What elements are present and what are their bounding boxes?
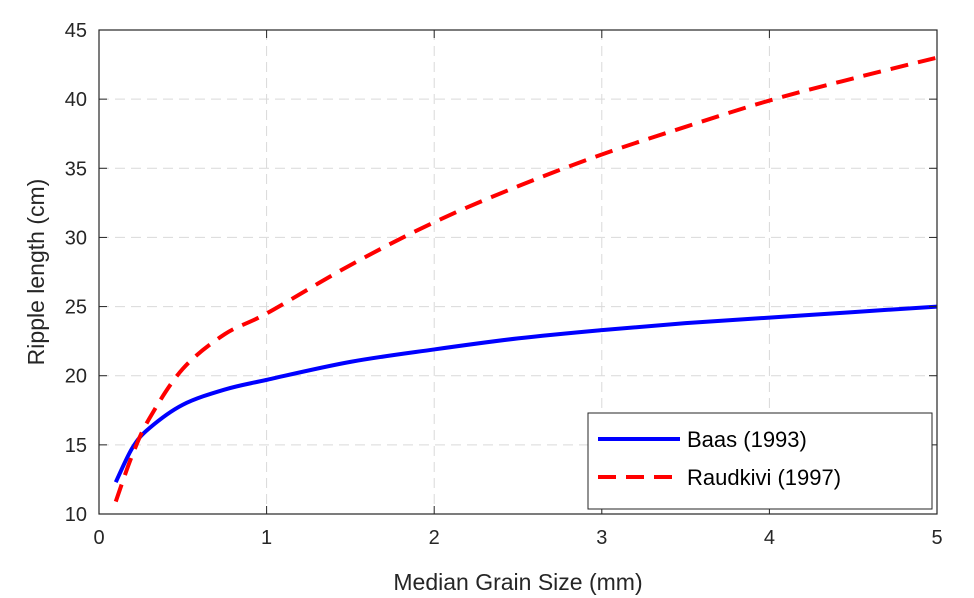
plot-frame (98, 29, 938, 515)
y-tick-label: 45 (65, 20, 87, 42)
series-line-raudkivi (113, 55, 938, 503)
y-tick-label: 35 (65, 158, 87, 180)
x-tick-label: 2 (429, 527, 440, 549)
x-tick-label: 5 (931, 527, 942, 549)
y-axis-label: Ripple length (cm) (23, 179, 49, 366)
y-tick-label: 40 (65, 89, 87, 111)
y-tick-label: 25 (65, 297, 87, 319)
legend: Baas (1993) Raudkivi (1997) (587, 412, 933, 510)
y-tick-label: 30 (65, 227, 87, 249)
x-tick-label: 1 (261, 527, 272, 549)
y-tick-label: 15 (65, 435, 87, 457)
legend-box (587, 412, 933, 510)
legend-label-raudkivi: Raudkivi (1997) (687, 465, 841, 490)
y-tick-label: 20 (65, 366, 87, 388)
x-tick-label: 0 (93, 527, 104, 549)
legend-label-baas: Baas (1993) (687, 427, 807, 452)
y-tick-label: 10 (65, 504, 87, 526)
x-axis-label: Median Grain Size (mm) (393, 569, 642, 595)
series-group (113, 55, 938, 503)
x-tick-label: 4 (764, 527, 775, 549)
series-line-baas (113, 304, 938, 484)
x-tick-label: 3 (596, 527, 607, 549)
